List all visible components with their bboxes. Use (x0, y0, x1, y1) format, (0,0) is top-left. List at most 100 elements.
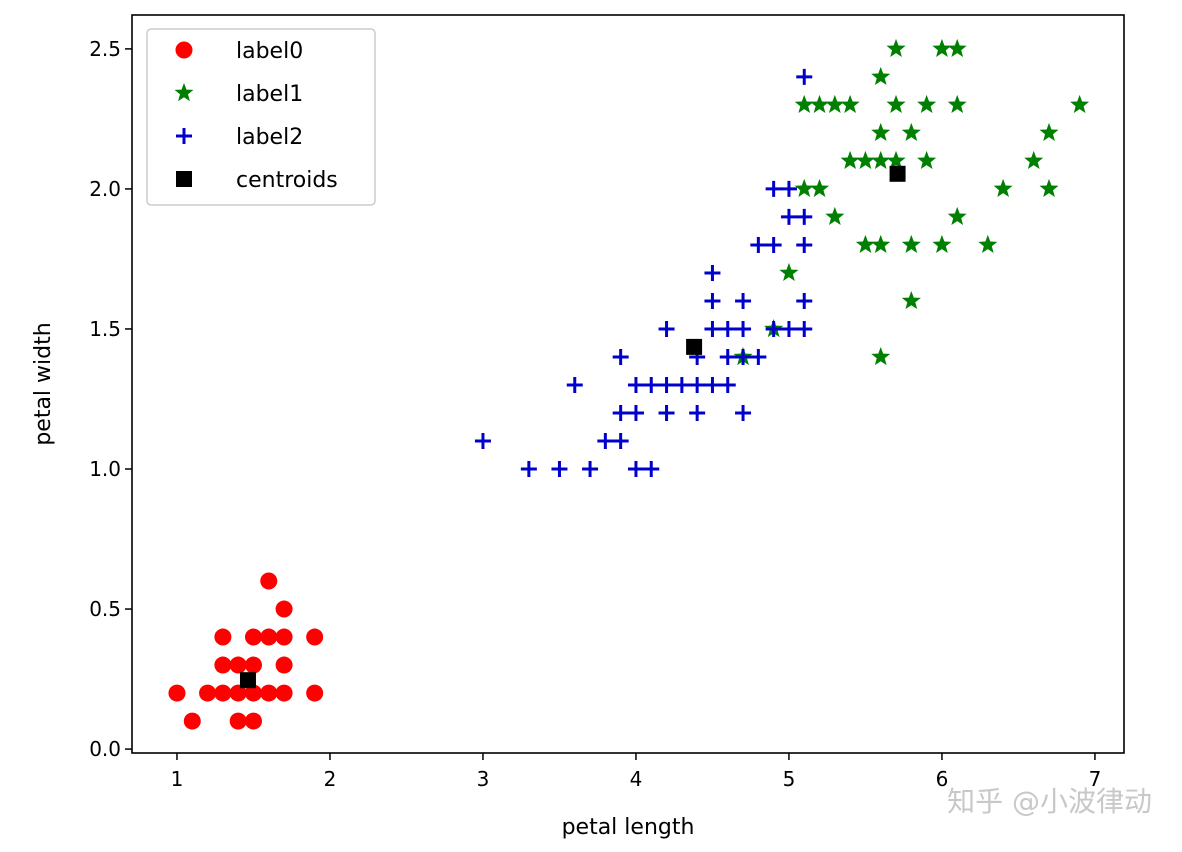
x-axis: 1 2 3 4 5 6 7 (171, 753, 1102, 791)
label1-point (1070, 94, 1090, 113)
label1-point (825, 206, 845, 225)
legend-label: label1 (236, 82, 303, 107)
watermark: 知乎 @小波律动 (947, 785, 1152, 818)
legend: label0 label1 label2 centroids (146, 28, 376, 206)
label2-point (765, 180, 782, 197)
legend-label1-marker (174, 83, 194, 102)
x-tick-label: 6 (936, 767, 949, 791)
label2-point (796, 208, 813, 225)
label1-point (993, 178, 1013, 197)
x-tick-label: 5 (783, 767, 796, 791)
label1-point (871, 234, 891, 253)
x-axis-label: petal length (562, 815, 695, 840)
x-tick-label: 4 (630, 767, 643, 791)
label0-point (183, 712, 201, 730)
y-tick-label: 2.5 (89, 37, 121, 61)
label2-point (474, 432, 491, 449)
label2-point (627, 376, 644, 393)
label1-point (825, 94, 845, 113)
label1-point (947, 38, 967, 57)
label1-point (932, 38, 952, 57)
label1-point (840, 94, 860, 113)
label1-point (855, 234, 875, 253)
plot-frame (131, 14, 1125, 754)
y-tick-label: 2.0 (89, 177, 121, 201)
label0-point (275, 656, 293, 674)
label2-point (704, 376, 721, 393)
label0-point (229, 712, 247, 730)
label2-point (796, 236, 813, 253)
label2-point (704, 292, 721, 309)
label0-point (229, 684, 247, 702)
label1-point (978, 234, 998, 253)
y-tick-label: 0.5 (89, 597, 121, 621)
label1-point (794, 94, 814, 113)
label2-point (750, 348, 767, 365)
label2-point (551, 461, 568, 478)
label2-point (673, 376, 690, 393)
label0-point (275, 628, 293, 646)
x-tick-label: 7 (1089, 767, 1102, 791)
label1-point (917, 94, 937, 113)
label2-point (658, 320, 675, 337)
label1-point (871, 122, 891, 141)
label1-point (947, 94, 967, 113)
legend-centroids-marker (176, 171, 192, 187)
label0-point (275, 684, 293, 702)
label2-point (566, 376, 583, 393)
label0-point (260, 684, 278, 702)
legend-label: centroids (236, 168, 338, 193)
label1-point (1039, 178, 1059, 197)
label1-point (871, 347, 891, 366)
label0-point (275, 600, 293, 618)
label1-point (871, 150, 891, 169)
y-tick-label: 1.0 (89, 457, 121, 481)
label1-point (901, 291, 921, 309)
label2-point (796, 292, 813, 309)
label2-point (735, 348, 752, 365)
y-tick-label: 1.5 (89, 317, 121, 341)
label2-point (612, 404, 629, 421)
label1-point (810, 178, 830, 197)
label1-point (886, 150, 906, 169)
label2-point (765, 320, 782, 337)
legend-label: label0 (236, 39, 303, 64)
label1-point (932, 234, 952, 253)
legend-box (146, 28, 376, 206)
label0-point (214, 628, 232, 646)
label0-point (229, 656, 247, 674)
label2-point (735, 292, 752, 309)
label1-point (871, 66, 891, 85)
legend-label: label2 (236, 125, 303, 150)
legend-label2-marker (176, 128, 192, 144)
centroids-point (239, 672, 256, 689)
label2-point (689, 376, 706, 393)
label2-point (780, 208, 797, 225)
label2-point (627, 461, 644, 478)
y-axis: 0.0 0.5 1.0 1.5 2.0 2.5 (89, 37, 132, 761)
label2-point (719, 320, 736, 337)
label0-point (260, 572, 278, 590)
label2-point (719, 348, 736, 365)
label2-point (704, 264, 721, 281)
label2-point (780, 320, 797, 337)
centroids-point (889, 165, 906, 182)
y-tick-label: 0.0 (89, 737, 121, 761)
label2-point (735, 404, 752, 421)
label2-point (658, 376, 675, 393)
label1-point (855, 150, 875, 169)
label2-point (582, 461, 599, 478)
x-tick-label: 3 (477, 767, 490, 791)
label2-point (597, 432, 614, 449)
label2-point (796, 320, 813, 337)
label0-point (214, 656, 232, 674)
y-axis-label: petal width (31, 322, 56, 445)
label1-point (810, 94, 830, 113)
label1-point (1024, 150, 1044, 169)
label2-point (520, 461, 537, 478)
label1-point (779, 262, 799, 281)
label2-point (612, 348, 629, 365)
label0-point (244, 628, 262, 646)
label1-point (947, 206, 967, 225)
